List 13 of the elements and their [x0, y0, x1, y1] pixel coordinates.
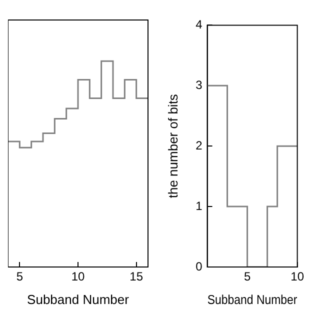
y-tick-label: 4: [196, 18, 203, 32]
x-axis-title: Subband Number: [27, 292, 130, 307]
x-tick-label: 5: [244, 270, 251, 284]
x-tick-label: 10: [71, 270, 85, 284]
x-tick-label: 15: [130, 270, 144, 284]
y-tick-label: 0: [196, 259, 203, 274]
y-tick-label: 1: [196, 198, 203, 213]
x-tick-label: 5: [16, 270, 24, 284]
y-tick-label: 3: [196, 78, 203, 92]
x-tick-label: 10: [290, 270, 304, 284]
y-axis-title: the number of bits: [165, 94, 180, 198]
y-tick-label: 2: [196, 138, 203, 152]
x-axis-title: Subband Number: [207, 292, 298, 307]
